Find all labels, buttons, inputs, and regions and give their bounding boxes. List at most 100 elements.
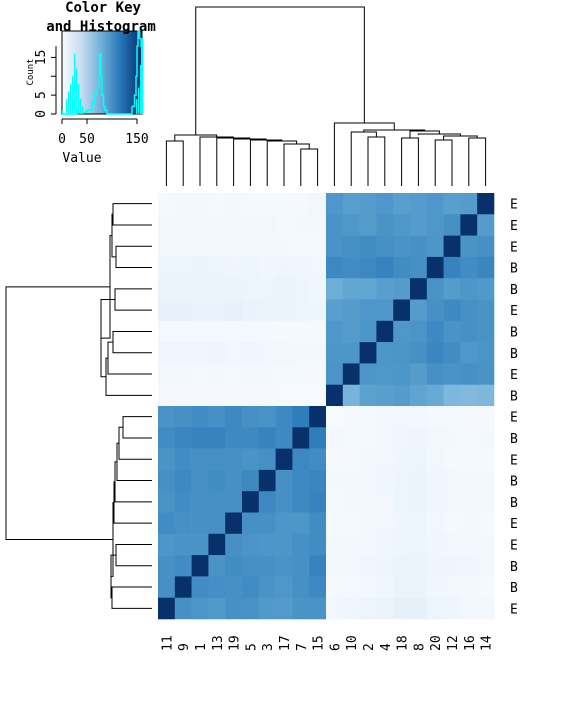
color-key-gradient	[73, 31, 75, 114]
heatmap-cell	[258, 576, 276, 598]
color-key-subtitle: and Histogram	[46, 19, 156, 35]
heatmap-cell	[208, 533, 226, 556]
heatmap-cell	[208, 278, 226, 300]
heatmap-cell	[158, 278, 176, 300]
color-key-gradient	[64, 31, 66, 114]
heatmap-cell	[275, 342, 293, 364]
column-label: 1	[194, 643, 209, 651]
heatmap-cell	[426, 299, 444, 322]
heatmap-cell	[443, 214, 461, 236]
color-key-gradient	[86, 31, 88, 114]
color-key-histogram-bar	[141, 38, 143, 114]
heatmap-cell	[191, 406, 209, 428]
heatmap-cell	[359, 384, 377, 407]
heatmap-cell	[275, 576, 293, 598]
heatmap-cell	[258, 597, 276, 620]
heatmap-cell	[326, 406, 344, 428]
heatmap-cell	[158, 299, 176, 322]
heatmap-cell	[426, 448, 444, 471]
heatmap-cell	[477, 363, 495, 385]
heatmap-cell	[225, 299, 243, 322]
heatmap-cell	[342, 512, 360, 535]
heatmap-cell	[309, 512, 327, 535]
color-key-gradient	[84, 31, 86, 114]
row-dendrogram-link	[118, 426, 152, 460]
heatmap-cell	[158, 320, 176, 343]
heatmap-cell	[174, 320, 192, 343]
heatmap-cell	[393, 406, 411, 428]
color-key-histogram-bar	[66, 98, 68, 114]
column-dendrogram-link	[266, 140, 298, 186]
heatmap-cell	[242, 363, 260, 385]
column-dendrogram-link	[468, 137, 487, 186]
column-dendrogram-link	[249, 139, 283, 186]
heatmap-cell	[426, 384, 444, 407]
heatmap-cell	[393, 278, 411, 300]
heatmap-cell	[225, 320, 243, 343]
heatmap-cell	[158, 342, 176, 364]
heatmap-cell	[342, 555, 360, 577]
color-key-gradient	[68, 31, 70, 114]
heatmap-cell	[326, 363, 344, 385]
heatmap-cell	[443, 512, 461, 535]
heatmap-cell	[342, 597, 360, 620]
color-key-gradient	[98, 31, 100, 114]
color-key-gradient	[130, 31, 132, 114]
color-key-gradient	[88, 31, 90, 114]
heatmap-cell	[393, 384, 411, 407]
column-label: 3	[261, 643, 276, 651]
heatmap-cell	[410, 193, 428, 215]
heatmap-cell	[191, 363, 209, 385]
color-key-gradient	[112, 31, 114, 114]
heatmap-cell	[477, 278, 495, 300]
heatmap-cell	[191, 299, 209, 322]
heatmap-cell	[410, 555, 428, 577]
heatmap-cell	[242, 512, 260, 535]
heatmap-cell	[208, 555, 226, 577]
color-key-gradient	[113, 31, 115, 114]
color-key-gradient	[96, 31, 98, 114]
heatmap-cell	[258, 320, 276, 343]
heatmap-cell	[326, 491, 344, 513]
heatmap-cell	[191, 512, 209, 535]
heatmap-cell	[208, 406, 226, 428]
row-label: E	[510, 602, 518, 617]
heatmap-cell	[275, 235, 293, 258]
heatmap-cell	[309, 576, 327, 598]
color-key-histogram-bar	[78, 83, 80, 114]
column-label: 17	[278, 635, 293, 651]
heatmap-cell	[460, 363, 478, 385]
row-label: E	[510, 304, 518, 319]
heatmap-cell	[426, 427, 444, 449]
heatmap-cell	[191, 384, 209, 407]
heatmap-cell	[275, 555, 293, 577]
row-label: E	[510, 538, 518, 553]
heatmap-cell	[242, 193, 260, 215]
heatmap-cell	[477, 299, 495, 322]
heatmap-cell	[443, 363, 461, 385]
heatmap-cell	[460, 512, 478, 535]
color-key-gradient	[63, 31, 65, 114]
heatmap-cell	[292, 406, 310, 428]
heatmap-cell	[393, 512, 411, 535]
heatmap-cell	[460, 597, 478, 620]
heatmap-cell	[359, 342, 377, 364]
heatmap-cell	[191, 427, 209, 449]
heatmap-cell	[326, 278, 344, 300]
heatmap-cell	[225, 278, 243, 300]
heatmap-cell	[376, 214, 394, 236]
color-key-gradient	[78, 31, 80, 114]
color-key-gradient	[77, 31, 79, 114]
heatmap-cell	[309, 320, 327, 343]
heatmap-cell	[292, 555, 310, 577]
color-key-gradient	[92, 31, 94, 114]
heatmap-cell	[292, 363, 310, 385]
heatmap-cell	[191, 576, 209, 598]
heatmap-cell	[292, 299, 310, 322]
heatmap-cell	[426, 363, 444, 385]
heatmap-cell	[376, 469, 394, 492]
heatmap-cell	[225, 363, 243, 385]
heatmap-cell	[393, 256, 411, 279]
heatmap-cell	[326, 256, 344, 279]
heatmap-cell	[158, 214, 176, 236]
